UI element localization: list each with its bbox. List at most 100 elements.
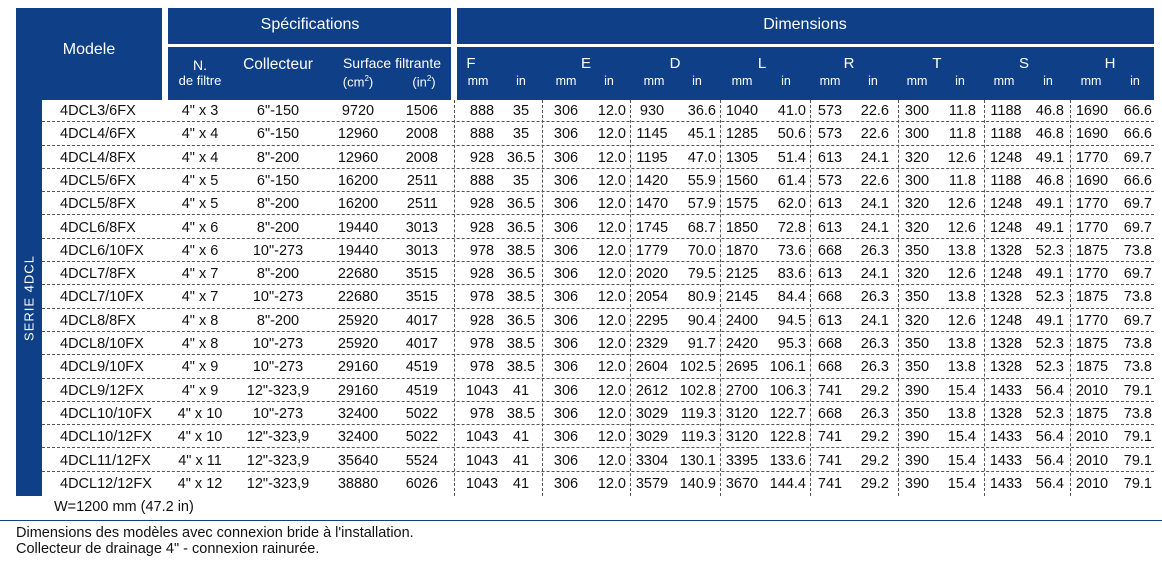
table-cell: 36.5: [506, 219, 536, 236]
table-cell: 29.2: [860, 452, 889, 469]
table-cell: 390: [904, 475, 930, 492]
table-cell: 306: [553, 312, 579, 329]
table-cell: 1850: [725, 219, 759, 236]
table-cell: 83.6: [777, 266, 806, 283]
surface-cm2-unit: (cm2): [343, 72, 373, 89]
table-cell: 1770: [1075, 312, 1109, 329]
table-cell: 46.8: [1035, 126, 1064, 143]
table-cell: 5022: [405, 429, 438, 446]
table-cell: 56.4: [1035, 475, 1064, 492]
table-cell: 12"-323,9: [246, 429, 310, 446]
table-row: 4DCL5/6FX 4" x 5 6"-150 16200 2511 888 35 306 12…: [0, 170, 1154, 193]
table-cell: 4" x 7: [181, 289, 219, 306]
serie-band: [16, 100, 42, 496]
table-cell: 320: [904, 219, 930, 236]
table-cell: 66.6: [1123, 103, 1152, 119]
table-cell: 12.0: [597, 126, 626, 143]
table-cell: 52.3: [1035, 242, 1064, 259]
table-cell: 2511: [406, 172, 438, 189]
table-cell: 1285: [725, 126, 759, 143]
table-cell: 11.8: [948, 103, 976, 119]
unit-header: mm: [1080, 74, 1102, 88]
table-cell: 91.7: [687, 336, 716, 352]
table-cell: 66.6: [1123, 126, 1152, 143]
column-separator: [630, 100, 631, 496]
table-cell: 1470: [635, 196, 669, 213]
dimension-letter-header: F: [466, 55, 476, 72]
model-name-cell: 4DCL5/8FX: [60, 196, 136, 213]
table-cell: 8"-200: [256, 266, 300, 283]
table-cell: 12.0: [597, 196, 626, 213]
table-cell: 15.4: [947, 382, 976, 399]
table-cell: 306: [553, 382, 579, 399]
table-cell: 1043: [465, 382, 499, 399]
table-cell: 573: [817, 172, 843, 189]
table-cell: 10"-273: [252, 359, 304, 376]
unit-header: in: [868, 74, 878, 88]
model-name-cell: 4DCL8/8FX: [60, 312, 136, 329]
table-cell: 24.1: [860, 219, 889, 236]
table-cell: 56.4: [1035, 452, 1064, 469]
table-cell: 2700: [725, 382, 759, 399]
table-cell: 928: [469, 219, 495, 236]
table-cell: 32400: [337, 405, 379, 422]
table-cell: 13.8: [947, 359, 976, 376]
row-separator: [42, 121, 1154, 123]
table-cell: 12.0: [597, 382, 626, 399]
model-name-cell: 4DCL5/6FX: [60, 172, 136, 189]
table-cell: 35: [512, 172, 530, 189]
table-cell: 306: [553, 429, 579, 446]
table-cell: 6"-150: [256, 103, 300, 119]
dimension-letter-header: S: [1018, 55, 1030, 72]
table-cell: 12960: [337, 149, 379, 166]
table-cell: 888: [469, 103, 495, 119]
table-cell: 12.0: [597, 149, 626, 166]
table-cell: 1875: [1075, 289, 1109, 306]
table-cell: 8"-200: [256, 312, 300, 329]
table-cell: 320: [904, 196, 930, 213]
collecteur-header: Collecteur: [243, 56, 313, 73]
table-cell: 1433: [989, 475, 1023, 492]
table-cell: 79.1: [1123, 429, 1152, 446]
table-cell: 5022: [405, 405, 438, 422]
table-cell: 668: [817, 289, 843, 306]
table-cell: 306: [553, 452, 579, 469]
table-cell: 3515: [405, 289, 438, 306]
table-row: 4DCL4/8FX 4" x 4 8"-200 12960 2008 928 36.5 306…: [0, 147, 1154, 169]
table-cell: 350: [904, 242, 930, 259]
table-row: 4DCL11/12FX 4" x 11 12"-323,9 35640 5524 1043…: [0, 450, 1154, 472]
table-cell: 12.0: [597, 359, 626, 376]
column-separator: [810, 100, 811, 496]
table-row: 4DCL3/6FX 4" x 3 6"-150 9720 1506 888 35 306 12.…: [0, 100, 1154, 123]
table-cell: 1188: [990, 103, 1022, 119]
table-cell: 12.0: [597, 336, 626, 352]
table-cell: 928: [469, 266, 495, 283]
table-cell: 61.4: [777, 172, 806, 189]
footer-rule: [0, 520, 1162, 521]
table-cell: 1690: [1075, 103, 1109, 119]
table-cell: 133.6: [769, 452, 806, 469]
table-cell: 573: [817, 126, 843, 143]
model-name-cell: 4DCL7/8FX: [60, 266, 136, 283]
table-cell: 3013: [405, 242, 438, 259]
table-cell: 36.5: [506, 149, 536, 166]
table-cell: 12"-323,9: [246, 452, 310, 469]
table-cell: 306: [553, 289, 579, 306]
table-cell: 306: [553, 359, 579, 376]
table-cell: 38.5: [506, 289, 536, 306]
unit-header: in: [781, 74, 791, 88]
table-cell: 10"-273: [252, 289, 304, 306]
unit-header: mm: [993, 74, 1015, 88]
table-cell: 12.0: [597, 312, 626, 329]
table-cell: 1433: [989, 452, 1023, 469]
row-separator: [42, 400, 1154, 402]
table-cell: 15.4: [947, 475, 976, 492]
table-cell: 119.3: [680, 405, 716, 422]
table-cell: 3120: [725, 429, 759, 446]
table-cell: 1506: [405, 103, 438, 119]
width-note: W=1200 mm (47.2 in): [54, 499, 194, 515]
table-cell: 1560: [725, 172, 759, 189]
table-cell: 69.7: [1123, 196, 1152, 213]
table-cell: 1575: [725, 196, 759, 213]
table-cell: 49.1: [1035, 219, 1064, 236]
